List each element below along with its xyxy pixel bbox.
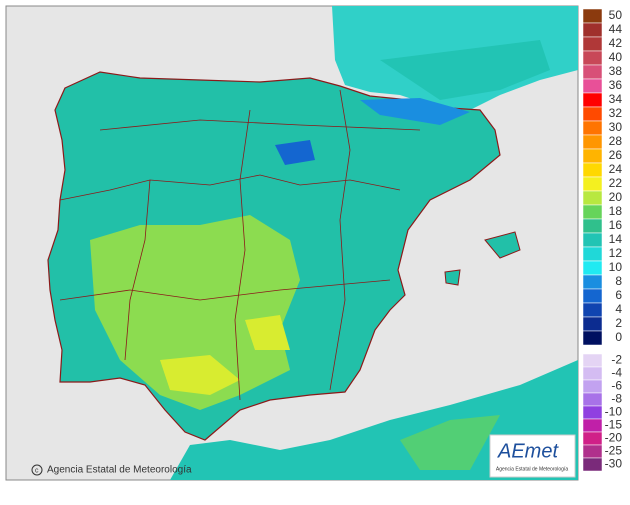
legend-swatch (582, 64, 603, 80)
legend-swatch (582, 302, 603, 318)
legend-label: 36 (609, 78, 623, 92)
legend-label: 28 (609, 134, 623, 148)
legend-swatch (582, 204, 603, 220)
legend-swatch (582, 50, 603, 66)
legend-label: -8 (611, 392, 622, 406)
legend-swatch (582, 418, 603, 433)
legend-swatch (582, 78, 603, 94)
legend-swatch (582, 120, 603, 136)
legend-label: -15 (605, 418, 623, 432)
legend-swatch (582, 405, 603, 420)
legend-swatch (582, 92, 603, 108)
legend-swatch (582, 106, 603, 122)
legend-label: 34 (609, 92, 623, 106)
legend-label: 32 (609, 106, 623, 120)
legend-label: -6 (611, 379, 622, 393)
legend-label: 30 (609, 120, 623, 134)
legend-label: 8 (615, 274, 622, 288)
legend-swatch (582, 330, 603, 346)
legend-label: 42 (609, 36, 623, 50)
legend-swatch (582, 457, 603, 472)
islands (444, 231, 521, 286)
legend-label: 50 (609, 8, 623, 22)
legend-label: 20 (609, 190, 623, 204)
legend-swatch (582, 274, 603, 290)
legend-label: -30 (605, 457, 623, 471)
guadalquivir (160, 355, 240, 395)
legend-swatch (582, 162, 603, 178)
france-south (380, 40, 550, 100)
legend-swatch (582, 316, 603, 332)
iberico (275, 140, 315, 165)
legend-swatch (582, 379, 603, 394)
legend-label: 0 (615, 330, 622, 344)
legend-label: 14 (609, 232, 623, 246)
legend-swatch (582, 176, 603, 192)
legend-label: 22 (609, 176, 623, 190)
legend-label: 2 (615, 316, 622, 330)
logo-subtitle: Agencia Estatal de Meteorología (496, 466, 568, 472)
legend-label: 24 (609, 162, 623, 176)
jaen (245, 315, 290, 350)
legend-swatch (582, 36, 603, 52)
legend-swatch (582, 22, 603, 38)
legend-swatch (582, 246, 603, 262)
credit: Agencia Estatal de Meteorología (47, 465, 192, 476)
legend-swatch (582, 392, 603, 407)
legend-label: 38 (609, 64, 623, 78)
legend-label: -20 (605, 431, 623, 445)
legend-swatch (582, 218, 603, 234)
legend-label: -4 (611, 366, 622, 380)
legend-swatch (582, 444, 603, 459)
copyright-icon (31, 464, 43, 476)
legend-label: -25 (605, 444, 623, 458)
legend-swatch (582, 232, 603, 248)
logo-name: AEmet (497, 440, 559, 462)
legend-label: 6 (615, 288, 622, 302)
pyrenees (360, 98, 470, 125)
legend-label: -10 (605, 405, 623, 419)
legend-swatch (582, 260, 603, 276)
map: c Agencia Estatal de Meteorología AEmet … (5, 5, 579, 481)
legend-swatch (582, 288, 603, 304)
legend-label: 18 (609, 204, 623, 218)
legend-swatch (582, 353, 603, 368)
legend-label: 16 (609, 218, 623, 232)
legend-label: 26 (609, 148, 623, 162)
borders (59, 89, 421, 401)
legend-swatch (582, 190, 603, 206)
copyright-c: c (35, 467, 39, 474)
legend-label: -2 (611, 353, 622, 367)
legend: 5044424038363432302826242220181614121086… (582, 8, 623, 472)
africa-green (400, 415, 500, 470)
legend-label: 10 (609, 260, 623, 274)
logo-box (489, 434, 576, 478)
legend-label: 44 (609, 22, 623, 36)
legend-label: 12 (609, 246, 623, 260)
legend-swatch (582, 8, 603, 24)
legend-label: 4 (615, 302, 622, 316)
south-warm (90, 215, 300, 410)
legend-swatch (582, 431, 603, 446)
legend-swatch (582, 366, 603, 381)
legend-label: 40 (609, 50, 623, 64)
legend-swatch (582, 148, 603, 164)
legend-swatch (582, 134, 603, 150)
